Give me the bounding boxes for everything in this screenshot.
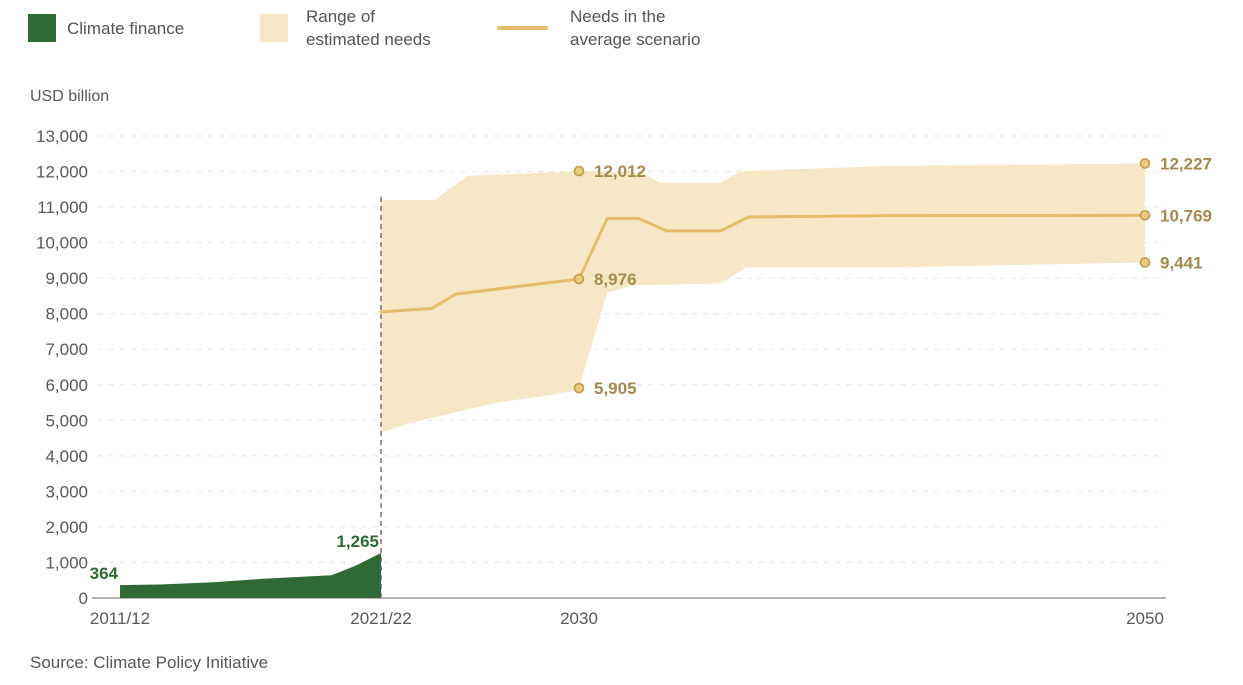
legend-item-average-scenario: Needs in the average scenario [497, 5, 700, 51]
y-tick-label: 11,000 [37, 198, 88, 217]
x-tick-label: 2050 [1126, 609, 1164, 628]
y-tick-label: 3,000 [45, 482, 88, 501]
value-label-green: 364 [90, 564, 119, 583]
y-axis-title: USD billion [30, 88, 110, 105]
y-tick-label: 10,000 [36, 234, 88, 253]
value-marker [573, 273, 585, 285]
legend-label-estimated-needs-range: Range of estimated needs [306, 7, 431, 49]
x-tick-label: 2011/12 [90, 609, 150, 628]
legend-label-average-scenario: Needs in the average scenario [570, 7, 701, 49]
value-marker [1139, 209, 1151, 221]
climate-finance-area [120, 553, 381, 598]
value-marker [573, 165, 585, 177]
legend-item-estimated-needs-range: Range of estimated needs [260, 5, 431, 51]
value-marker [1139, 257, 1151, 268]
value-marker [1139, 158, 1151, 169]
estimated-needs-band [381, 163, 1145, 433]
value-label-tan: 12,012 [594, 162, 646, 181]
y-tick-label: 8,000 [45, 305, 88, 324]
value-label-tan: 9,441 [1160, 253, 1203, 272]
value-label-green: 1,265 [336, 532, 379, 551]
y-tick-label: 12,000 [36, 163, 88, 182]
estimated-needs-range-swatch [260, 14, 288, 42]
value-label-tan: 12,227 [1160, 154, 1212, 173]
average-scenario-line [379, 213, 1147, 314]
y-tick-label: 1,000 [45, 553, 88, 572]
y-tick-label: 2,000 [45, 518, 88, 537]
climate-finance-swatch [28, 14, 56, 42]
value-label-tan: 8,976 [594, 270, 637, 289]
y-tick-label: 5,000 [45, 411, 88, 430]
y-tick-label: 6,000 [45, 376, 88, 395]
y-tick-label: 7,000 [45, 340, 88, 359]
y-tick-label: 9,000 [45, 269, 88, 288]
value-marker [573, 382, 585, 394]
y-tick-label: 13,000 [36, 127, 88, 146]
legend-item-climate-finance: Climate finance [28, 14, 184, 42]
x-tick-label: 2021/22 [350, 609, 411, 628]
y-tick-label: 0 [79, 589, 88, 608]
x-tick-label: 2030 [560, 609, 598, 628]
y-tick-label: 4,000 [45, 447, 88, 466]
value-label-tan: 10,769 [1160, 206, 1212, 225]
value-label-tan: 5,905 [594, 379, 637, 398]
legend-label-climate-finance: Climate finance [67, 18, 185, 38]
average-scenario-swatch [497, 26, 548, 30]
source-credit: Source: Climate Policy Initiative [30, 653, 269, 672]
